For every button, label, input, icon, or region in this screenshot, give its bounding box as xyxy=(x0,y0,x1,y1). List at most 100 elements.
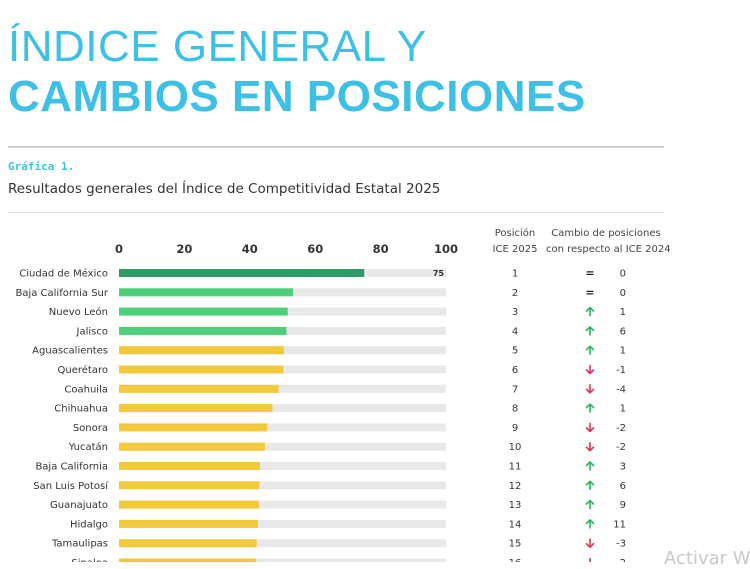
category-label: Yucatán xyxy=(68,441,108,453)
arrow-down-icon xyxy=(589,557,591,562)
title-line-1: ÍNDICE GENERAL Y xyxy=(8,22,427,71)
bar xyxy=(119,462,260,470)
category-label: Hidalgo xyxy=(70,519,108,530)
change-value: 0 xyxy=(620,288,626,299)
change-column-header: Cambio de posiciones con respecto al ICE… xyxy=(546,226,671,258)
bar-track xyxy=(119,442,446,451)
equal-icon: = xyxy=(585,286,594,299)
position-value: 16 xyxy=(509,558,522,562)
subtitle-divider xyxy=(8,212,664,213)
x-tick-label: 40 xyxy=(242,242,258,256)
change-value: -2 xyxy=(616,442,626,453)
category-label: Baja California xyxy=(35,462,108,473)
category-label: Sonora xyxy=(73,423,108,434)
bar-track xyxy=(119,462,446,470)
change-value: -3 xyxy=(616,539,626,550)
position-value: 3 xyxy=(512,307,518,318)
bar xyxy=(119,288,293,297)
arrow-up-icon xyxy=(585,306,595,317)
change-value: 1 xyxy=(620,346,626,357)
position-value: 15 xyxy=(509,539,522,550)
bar-track xyxy=(119,558,446,562)
bar xyxy=(119,500,259,509)
arrow-down-icon xyxy=(585,538,595,548)
activation-watermark: Activar W xyxy=(664,548,750,569)
category-label: San Luis Potosí xyxy=(33,480,109,492)
bar xyxy=(119,519,258,528)
bar xyxy=(119,307,288,316)
change-value: 6 xyxy=(620,481,626,492)
title-divider xyxy=(8,146,664,148)
arrow-down-icon xyxy=(585,364,595,375)
bar xyxy=(119,384,279,393)
category-label: Nuevo León xyxy=(49,306,108,318)
bar-track xyxy=(119,481,446,490)
arrow-up-icon xyxy=(585,480,595,491)
position-value: 1 xyxy=(512,269,518,280)
position-value: 7 xyxy=(512,384,518,395)
bar xyxy=(119,404,273,413)
change-header-line-1: Cambio de posiciones xyxy=(551,228,661,239)
position-value: 12 xyxy=(509,481,522,492)
equal-icon: = xyxy=(585,267,594,280)
arrow-up-icon xyxy=(585,345,595,355)
position-value: 5 xyxy=(512,346,518,357)
category-label: Sinaloa xyxy=(71,558,108,562)
arrow-down-icon xyxy=(585,384,595,394)
change-value: 1 xyxy=(620,404,626,415)
position-header-line-2: ICE 2025 xyxy=(492,244,538,255)
position-value: 10 xyxy=(509,442,522,453)
position-value: 13 xyxy=(509,500,522,511)
change-value: 1 xyxy=(620,307,626,318)
title-line-2: CAMBIOS EN POSICIONES xyxy=(8,72,586,121)
bar-track xyxy=(119,384,446,393)
bar xyxy=(119,269,365,277)
arrow-down-icon xyxy=(585,441,595,452)
arrow-up-icon xyxy=(585,461,595,471)
graph-label: Gráfica 1. xyxy=(8,160,75,173)
position-column-header: Posición ICE 2025 xyxy=(486,226,544,258)
change-value: 0 xyxy=(620,269,626,280)
position-value: 8 xyxy=(512,404,518,415)
position-header-line-1: Posición xyxy=(494,228,536,239)
change-value: -1 xyxy=(616,365,626,376)
category-label: Guanajuato xyxy=(50,500,108,511)
bar xyxy=(119,558,257,562)
position-value: 2 xyxy=(512,288,518,299)
bar-track xyxy=(119,500,446,509)
category-label: Baja California Sur xyxy=(15,288,108,299)
position-value: 14 xyxy=(509,519,522,530)
arrow-down-icon xyxy=(585,422,595,433)
arrow-up-icon xyxy=(585,326,595,336)
change-value: 6 xyxy=(620,326,626,337)
bar xyxy=(119,481,260,490)
change-value: 3 xyxy=(620,462,626,473)
category-label: Aguascalientes xyxy=(32,346,108,357)
position-value: 11 xyxy=(509,462,522,473)
category-label: Ciudad de México xyxy=(19,268,108,280)
change-header-line-2: con respecto al ICE 2024 xyxy=(546,244,671,255)
category-label: Coahuila xyxy=(64,384,108,395)
chart-subtitle: Resultados generales del Índice de Compe… xyxy=(8,181,441,197)
position-value: 4 xyxy=(512,326,518,337)
arrow-up-icon xyxy=(585,499,595,510)
change-value: -2 xyxy=(616,558,626,562)
bar xyxy=(119,346,284,355)
change-value: -4 xyxy=(616,384,626,395)
category-label: Chihuahua xyxy=(54,404,108,415)
x-tick-label: 20 xyxy=(176,242,192,256)
change-value: -2 xyxy=(616,423,626,434)
bar xyxy=(119,423,268,432)
x-tick-label: 60 xyxy=(307,242,323,256)
category-label: Tamaulipas xyxy=(51,539,108,550)
change-value: 9 xyxy=(620,500,626,511)
bar-track xyxy=(119,404,446,413)
x-tick-label: 100 xyxy=(434,242,458,256)
bar xyxy=(119,539,257,548)
category-label: Querétaro xyxy=(58,364,108,376)
x-tick-label: 0 xyxy=(115,242,123,256)
bar xyxy=(119,326,287,335)
arrow-up-icon xyxy=(585,519,595,529)
bar-track xyxy=(119,519,446,528)
